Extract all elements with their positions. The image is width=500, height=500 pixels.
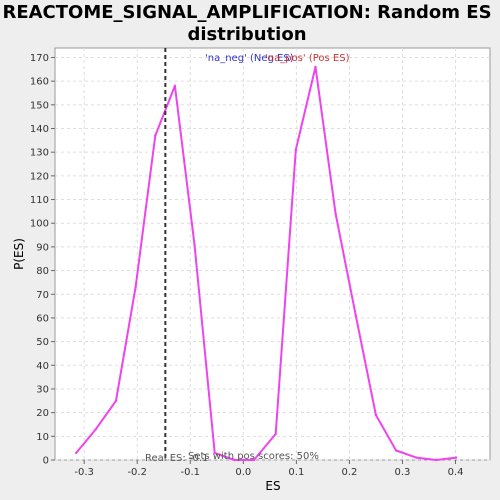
- y-tick-label: 120: [30, 171, 49, 182]
- y-tick-label: 70: [36, 290, 49, 301]
- y-tick-label: 60: [36, 313, 49, 324]
- series-point: [374, 413, 378, 417]
- x-axis-label: ES: [265, 479, 280, 493]
- x-tick-label: 0.3: [395, 467, 411, 478]
- series-point: [314, 65, 317, 69]
- y-tick-label: 100: [30, 219, 49, 230]
- series-point: [294, 148, 298, 152]
- x-tick-label: 0.2: [341, 467, 357, 478]
- y-tick-label: 30: [36, 384, 49, 395]
- x-tick-label: -0.3: [74, 467, 94, 478]
- chart-title-line2: distribution: [187, 24, 306, 45]
- x-tick-label: 0.4: [448, 467, 464, 478]
- series-point: [94, 428, 98, 431]
- y-tick-label: 0: [43, 456, 49, 467]
- series-point: [173, 84, 177, 88]
- series-point: [134, 285, 137, 289]
- series-point: [252, 458, 256, 462]
- y-tick-label: 50: [36, 337, 49, 348]
- x-axis: -0.3 -0.2 -0.1 0.0 0.1 0.2 0.3 0.4: [74, 460, 463, 478]
- y-axis: 0 10 20 30 40 50 60 70 80 90 100 110 120 130 140 150 160…: [30, 53, 55, 467]
- pos-scores-annotation: Sets with pos scores: 50%: [188, 451, 319, 462]
- x-tick-label: -0.2: [127, 467, 147, 478]
- series-point: [154, 134, 157, 137]
- y-tick-label: 140: [30, 124, 49, 135]
- series-point: [454, 456, 458, 459]
- series-point: [213, 451, 216, 455]
- x-tick-label: -0.1: [181, 467, 201, 478]
- series-layer: [75, 65, 458, 462]
- series-point: [435, 458, 438, 462]
- series-point: [334, 212, 337, 215]
- legend-entry-pos: 'na_pos' (Pos ES): [265, 53, 350, 64]
- y-tick-label: 160: [30, 77, 49, 88]
- real-es-label: Real ES: -0.1: [145, 453, 208, 464]
- grid-lines: [55, 48, 490, 461]
- y-tick-label: 170: [30, 53, 49, 64]
- series-point: [75, 451, 78, 455]
- series-point: [274, 432, 277, 436]
- y-tick-label: 150: [30, 100, 49, 111]
- y-tick-label: 80: [36, 266, 49, 277]
- y-tick-label: 20: [36, 408, 49, 419]
- y-tick-label: 90: [36, 242, 49, 253]
- chart-title-line1: REACTOME_SIGNAL_AMPLIFICATION: Random ES: [2, 2, 491, 23]
- legend-entry-neg: 'na_neg' (Neg ES): [205, 53, 294, 64]
- plot-area: [54, 47, 491, 461]
- series-point: [233, 458, 236, 462]
- y-tick-label: 10: [36, 432, 49, 443]
- y-tick-label: 130: [30, 148, 49, 159]
- y-axis-label: P(ES): [12, 238, 26, 270]
- series-point: [354, 314, 357, 317]
- series-point: [114, 399, 118, 403]
- x-tick-label: 0.1: [288, 467, 304, 478]
- y-tick-label: 40: [36, 361, 49, 372]
- series-point: [193, 243, 196, 246]
- x-tick-label: 0.0: [235, 467, 251, 478]
- series-line-1: [234, 65, 457, 461]
- series-point: [415, 456, 418, 459]
- y-tick-label: 110: [30, 195, 49, 206]
- series-point: [394, 449, 398, 452]
